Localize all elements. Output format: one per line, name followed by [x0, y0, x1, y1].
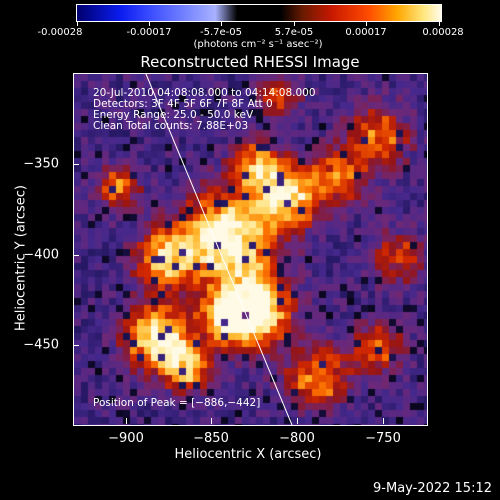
colorbar-tick: [221, 22, 222, 26]
limb-overlay: [145, 74, 293, 425]
y-tick: [73, 345, 79, 346]
colorbar-tick-label: -0.00017: [126, 27, 172, 38]
x-axis-title: Heliocentric X (arcsec): [174, 447, 322, 462]
colorbar-tick-label: 5.7e-05: [274, 27, 314, 38]
image-title: Reconstructed RHESSI Image: [140, 53, 360, 71]
y-tick-label: −350: [23, 156, 59, 172]
x-tick-label: −750: [365, 431, 401, 446]
y-tick-label: −450: [23, 337, 59, 353]
colorbar-tick-label: 0.00017: [345, 27, 387, 38]
x-tick: [211, 418, 212, 424]
x-tick-label: −800: [279, 431, 315, 446]
colorbar-tick-label: -0.00028: [37, 27, 83, 38]
x-tick: [383, 418, 384, 424]
colorbar-tick: [366, 22, 367, 26]
y-axis-title: Heliocentric Y (arcsec): [13, 185, 29, 331]
intensity-map: [74, 74, 427, 425]
colorbar-tick-label: -5.7e-05: [200, 27, 242, 38]
y-tick-label: −400: [23, 247, 59, 263]
colorbar-units: (photons cm⁻² s⁻¹ asec⁻²): [193, 39, 323, 50]
x-tick: [297, 418, 298, 424]
colorbar-tick: [149, 22, 150, 26]
colorbar: [76, 4, 442, 22]
peak-position-text: Position of Peak = [−886,−442]: [93, 397, 261, 409]
x-tick-label: −850: [193, 431, 229, 446]
y-tick: [73, 164, 79, 165]
clean-counts-text: Clean Total counts: 7.88E+03: [93, 120, 249, 132]
x-tick: [126, 418, 127, 424]
rhessi-image-plot: [73, 73, 428, 426]
footer-date: 9-May-2022 15:12: [373, 481, 492, 496]
x-tick-label: −900: [108, 431, 144, 446]
energy-range-text: Energy Range: 25.0 - 50.0 keV: [93, 109, 254, 121]
time-range-text: 20-Jul-2010 04:08:08.000 to 04:14:08.000: [93, 87, 316, 99]
colorbar-tick: [77, 22, 78, 26]
solar-limb-line: [145, 74, 293, 425]
colorbar-tick: [439, 22, 440, 26]
detectors-text: Detectors: 3F 4F 5F 6F 7F 8F Att 0: [93, 98, 273, 110]
y-tick: [73, 255, 79, 256]
colorbar-tick-label: 0.00028: [422, 27, 464, 38]
colorbar-tick: [294, 22, 295, 26]
